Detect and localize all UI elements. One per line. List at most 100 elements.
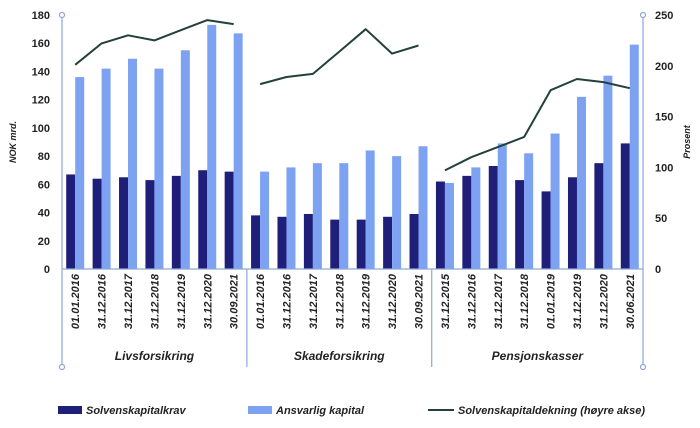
right-tick-label: 200 (655, 61, 673, 73)
line-solvenskapitaldekning (444, 78, 631, 172)
category-label: 31.12.2015 (440, 273, 452, 329)
bar-ansvarlig-kapital (233, 33, 243, 269)
left-tick-label: 40 (38, 208, 50, 220)
legend-swatch-solvenskapitalkrav (58, 406, 82, 414)
bar-ansvarlig-kapital (550, 133, 560, 269)
bar-solvenskapitalkrav (92, 178, 102, 269)
bar-ansvarlig-kapital (629, 44, 639, 270)
bar-ansvarlig-kapital (392, 156, 402, 269)
bar-solvenskapitalkrav (594, 163, 604, 269)
left-tick-label: 20 (38, 236, 50, 248)
category-label: 31.12.2019 (361, 273, 373, 329)
category-label: 01.01.2016 (70, 273, 82, 329)
bar-solvenskapitalkrav (119, 177, 129, 269)
category-label: 01.01.2016 (255, 273, 267, 329)
bar-solvenskapitalkrav (145, 180, 155, 269)
left-tick-label: 160 (32, 38, 50, 50)
bar-ansvarlig-kapital (207, 24, 217, 269)
bar-ansvarlig-kapital (101, 68, 111, 269)
bar-ansvarlig-kapital (286, 167, 296, 269)
bar-ansvarlig-kapital (418, 146, 428, 269)
bar-solvenskapitalkrav (488, 165, 498, 269)
legend-label-ansvarlig-kapital: Ansvarlig kapital (275, 405, 365, 417)
category-label: 30.09.2021 (414, 274, 426, 329)
category-label: 30.09.2021 (229, 274, 241, 329)
left-tick-label: 80 (38, 151, 50, 163)
bar-solvenskapitalkrav (541, 191, 551, 269)
category-label: 01.01.2019 (546, 273, 558, 329)
bar-solvenskapitalkrav (462, 175, 472, 269)
bar-solvenskapitalkrav (224, 171, 234, 269)
bar-solvenskapitalkrav (435, 181, 445, 269)
axis-end-marker (58, 11, 66, 19)
group-label: Skadeforsikring (294, 349, 385, 363)
legend-swatch-ansvarlig-kapital (248, 406, 272, 414)
bar-solvenskapitalkrav (330, 219, 340, 269)
right-tick-label: 0 (655, 264, 661, 276)
bar-ansvarlig-kapital (603, 75, 613, 269)
bar-ansvarlig-kapital (524, 153, 534, 269)
category-label: 31.12.2016 (97, 273, 109, 329)
bar-ansvarlig-kapital (180, 50, 190, 270)
bar-solvenskapitalkrav (198, 170, 208, 269)
bar-solvenskapitalkrav (66, 174, 76, 269)
bar-ansvarlig-kapital (471, 167, 481, 269)
bar-ansvarlig-kapital (260, 171, 270, 269)
left-tick-label: 140 (32, 66, 50, 78)
bar-solvenskapitalkrav (277, 216, 287, 269)
category-label: 30.06.2021 (625, 274, 637, 329)
axis-end-marker (58, 363, 66, 371)
bar-solvenskapitalkrav (567, 177, 577, 269)
left-tick-label: 60 (38, 179, 50, 191)
left-tick-label: 180 (32, 10, 50, 22)
bar-ansvarlig-kapital (444, 182, 454, 269)
bar-solvenskapitalkrav (251, 215, 261, 269)
right-tick-label: 50 (655, 213, 667, 225)
category-label: 31.12.2018 (149, 273, 161, 329)
bar-ansvarlig-kapital (365, 150, 375, 269)
category-label: 31.12.2018 (334, 273, 346, 329)
left-axis-title: NOK mrd. (8, 121, 18, 163)
bar-ansvarlig-kapital (154, 68, 164, 269)
category-label: 31.12.2020 (202, 273, 214, 329)
group-label: Pensjonskasser (492, 349, 585, 363)
category-label: 31.12.2017 (493, 273, 505, 329)
axis-end-marker (639, 11, 647, 19)
bar-ansvarlig-kapital (128, 58, 138, 269)
legend-label-solvenskapitaldekning: Solvenskapitaldekning (høyre akse) (458, 405, 645, 417)
bar-ansvarlig-kapital (576, 96, 586, 269)
category-label: 31.12.2017 (308, 273, 320, 329)
bar-ansvarlig-kapital (312, 163, 322, 269)
left-tick-label: 0 (44, 264, 50, 276)
group-label: Livsforsikring (115, 349, 195, 363)
category-label: 31.12.2016 (281, 273, 293, 329)
category-label: 31.12.2019 (176, 273, 188, 329)
category-label: 31.12.2018 (519, 273, 531, 329)
right-tick-label: 100 (655, 162, 673, 174)
left-tick-label: 100 (32, 123, 50, 135)
bar-ansvarlig-kapital (497, 143, 507, 269)
bar-solvenskapitalkrav (356, 219, 366, 269)
left-tick-label: 120 (32, 95, 50, 107)
category-label: 31.12.2020 (387, 273, 399, 329)
line-solvenskapitaldekning (259, 28, 419, 86)
right-axis-title: Prosent (682, 124, 692, 159)
bar-solvenskapitalkrav (515, 180, 525, 269)
right-tick-label: 150 (655, 112, 673, 124)
bar-ansvarlig-kapital (75, 77, 85, 269)
category-label: 31.12.2019 (572, 273, 584, 329)
category-label: 31.12.2017 (123, 273, 135, 329)
bar-solvenskapitalkrav (409, 213, 419, 269)
bar-solvenskapitalkrav (303, 213, 313, 269)
legend-label-solvenskapitalkrav: Solvenskapitalkrav (86, 405, 187, 417)
category-label: 31.12.2016 (466, 273, 478, 329)
bar-ansvarlig-kapital (339, 163, 349, 269)
bar-solvenskapitalkrav (383, 216, 393, 269)
axis-end-marker (639, 363, 647, 371)
category-label: 31.12.2020 (598, 273, 610, 329)
bar-solvenskapitalkrav (620, 143, 630, 269)
right-tick-label: 250 (655, 10, 673, 22)
bar-solvenskapitalkrav (171, 175, 181, 269)
